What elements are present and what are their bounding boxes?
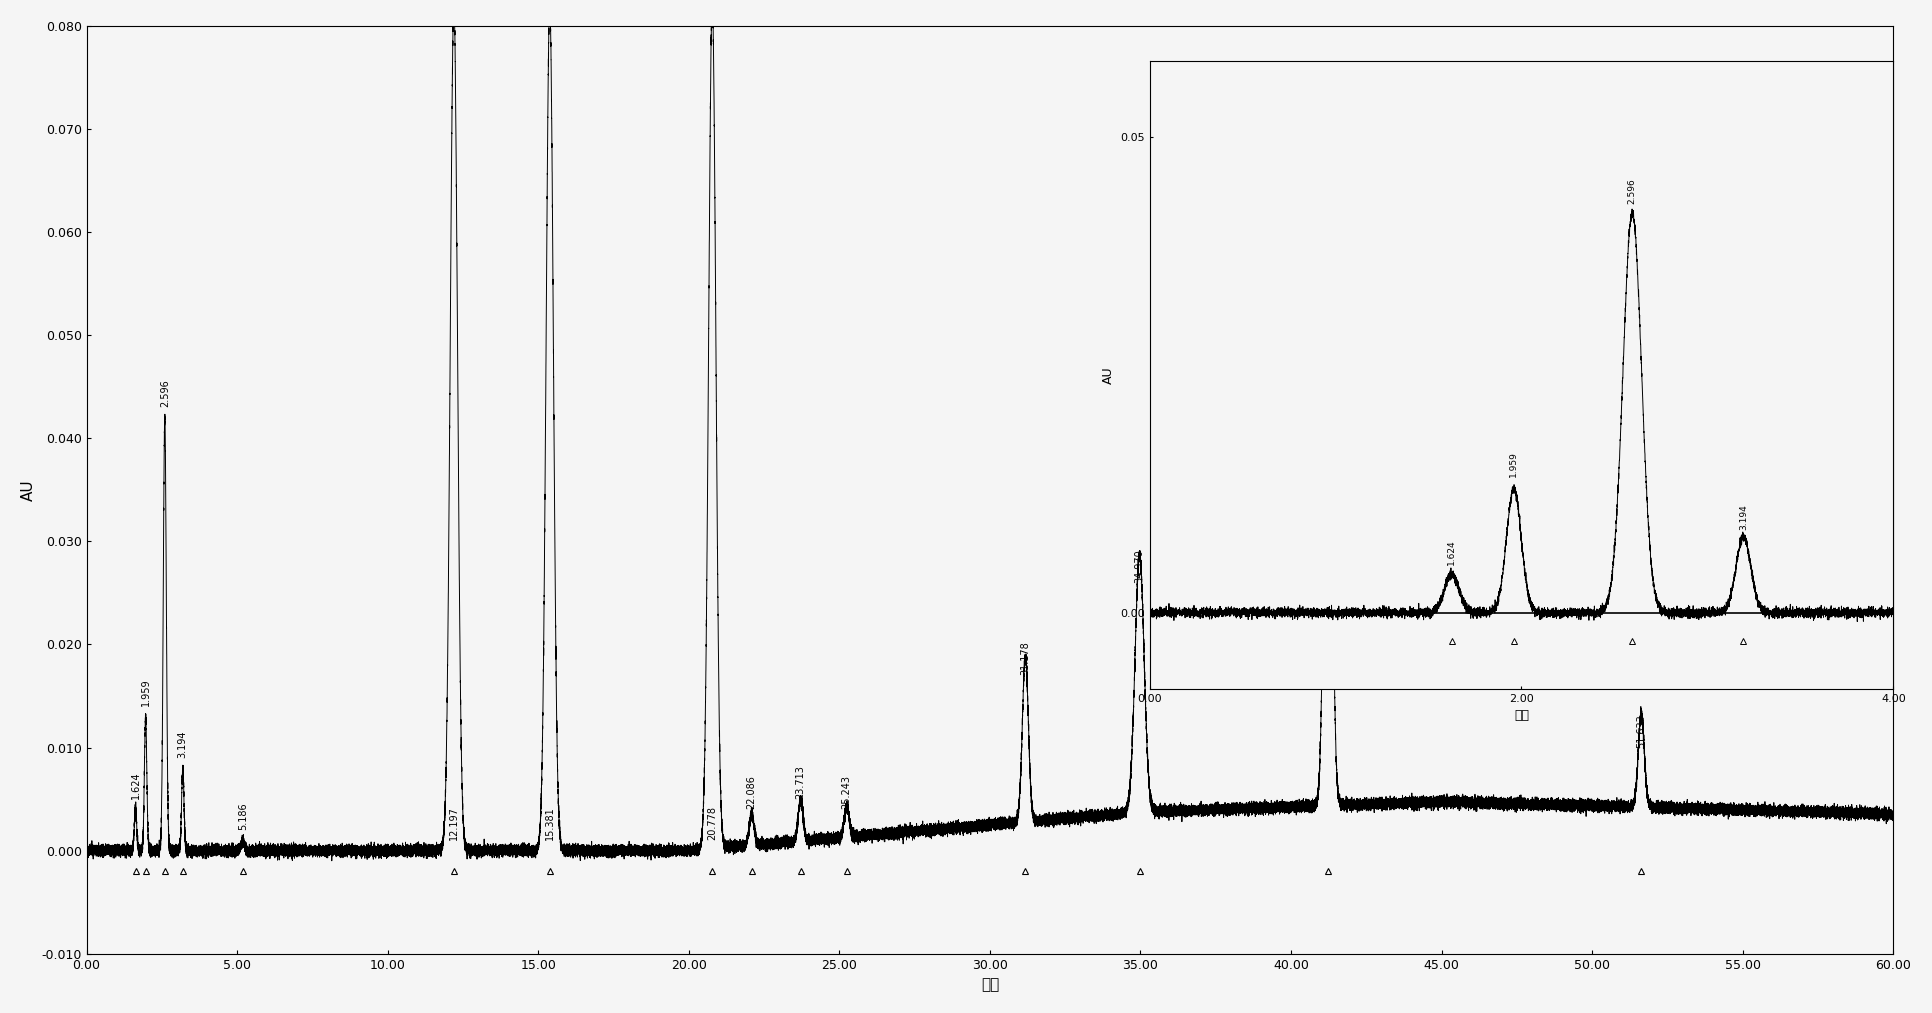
- Text: 25.243: 25.243: [842, 775, 852, 809]
- Text: 1.624: 1.624: [1447, 539, 1457, 564]
- Text: 3.194: 3.194: [1739, 504, 1748, 531]
- Text: 1.624: 1.624: [131, 772, 141, 799]
- Text: 22.086: 22.086: [746, 776, 757, 809]
- Text: 23.713: 23.713: [796, 765, 806, 799]
- Text: 20.778: 20.778: [707, 806, 717, 841]
- Text: 51.633: 51.633: [1636, 714, 1646, 748]
- X-axis label: 分钟: 分钟: [981, 978, 999, 992]
- Y-axis label: AU: AU: [1101, 366, 1115, 384]
- Text: 34.970: 34.970: [1134, 549, 1144, 582]
- Text: 3.194: 3.194: [178, 730, 187, 758]
- X-axis label: 分钟: 分钟: [1515, 709, 1528, 722]
- Text: 1.959: 1.959: [141, 679, 151, 706]
- Y-axis label: AU: AU: [21, 479, 37, 500]
- Text: 41.230: 41.230: [1323, 209, 1333, 242]
- Text: 2.596: 2.596: [160, 380, 170, 407]
- Text: 15.381: 15.381: [545, 806, 554, 841]
- Text: 2.596: 2.596: [1629, 178, 1636, 204]
- Text: 1.959: 1.959: [1509, 452, 1519, 477]
- Text: 5.186: 5.186: [238, 802, 247, 830]
- Text: 12.197: 12.197: [448, 806, 460, 841]
- Text: 31.178: 31.178: [1020, 641, 1030, 676]
